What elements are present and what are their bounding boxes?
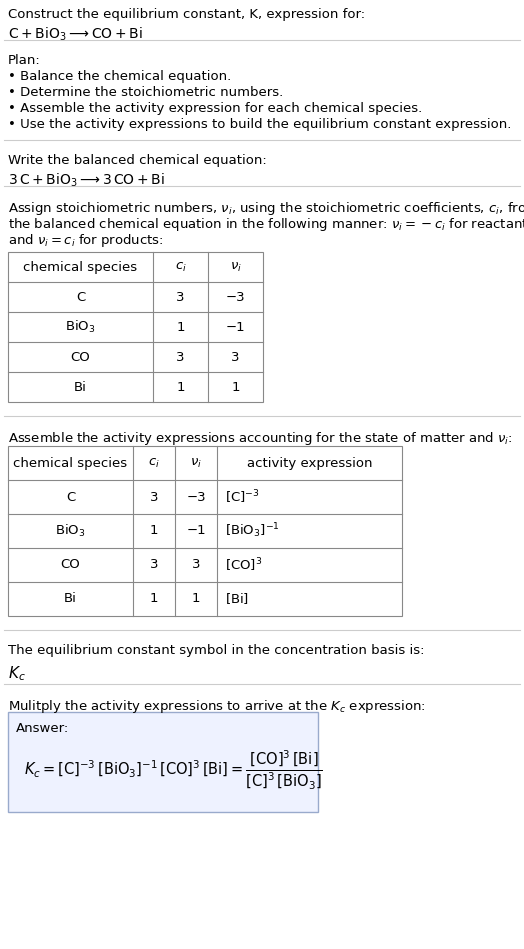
Text: activity expression: activity expression <box>247 456 372 470</box>
Text: Assign stoichiometric numbers, $\nu_i$, using the stoichiometric coefficients, $: Assign stoichiometric numbers, $\nu_i$, … <box>8 200 524 217</box>
Text: chemical species: chemical species <box>24 260 138 273</box>
Text: Bi: Bi <box>64 592 77 605</box>
Text: Write the balanced chemical equation:: Write the balanced chemical equation: <box>8 154 267 167</box>
Text: $[\mathrm{C}]^{-3}$: $[\mathrm{C}]^{-3}$ <box>225 488 259 506</box>
Text: chemical species: chemical species <box>14 456 127 470</box>
Text: $K_c = [\mathrm{C}]^{-3}\,[\mathrm{BiO_3}]^{-1}\,[\mathrm{CO}]^{3}\,[\mathrm{Bi}: $K_c = [\mathrm{C}]^{-3}\,[\mathrm{BiO_3… <box>24 749 323 791</box>
Text: 3: 3 <box>176 290 185 304</box>
Text: 1: 1 <box>231 381 240 394</box>
Text: and $\nu_i = c_i$ for products:: and $\nu_i = c_i$ for products: <box>8 232 163 249</box>
Text: −3: −3 <box>226 290 245 304</box>
Text: Assemble the activity expressions accounting for the state of matter and $\nu_i$: Assemble the activity expressions accoun… <box>8 430 512 447</box>
Text: Bi: Bi <box>74 381 87 394</box>
Text: $[\mathrm{CO}]^{3}$: $[\mathrm{CO}]^{3}$ <box>225 556 263 574</box>
Text: 1: 1 <box>192 592 200 605</box>
Text: $\mathrm{3\,C + BiO_3 \longrightarrow 3\,CO + Bi}$: $\mathrm{3\,C + BiO_3 \longrightarrow 3\… <box>8 172 165 190</box>
Text: −1: −1 <box>226 321 245 333</box>
Text: the balanced chemical equation in the following manner: $\nu_i = -c_i$ for react: the balanced chemical equation in the fo… <box>8 216 524 233</box>
Text: BiO$_3$: BiO$_3$ <box>66 319 96 335</box>
Text: CO: CO <box>61 559 80 571</box>
Text: CO: CO <box>71 350 90 363</box>
Text: −3: −3 <box>186 491 206 504</box>
Text: 3: 3 <box>231 350 240 363</box>
Text: • Assemble the activity expression for each chemical species.: • Assemble the activity expression for e… <box>8 102 422 115</box>
Text: 1: 1 <box>176 381 185 394</box>
Text: $[\mathrm{Bi}]$: $[\mathrm{Bi}]$ <box>225 591 249 606</box>
Text: The equilibrium constant symbol in the concentration basis is:: The equilibrium constant symbol in the c… <box>8 644 424 657</box>
Bar <box>8 712 318 812</box>
Text: $K_c$: $K_c$ <box>8 664 26 682</box>
Text: 3: 3 <box>150 491 158 504</box>
Text: 1: 1 <box>150 525 158 537</box>
Text: $c_i$: $c_i$ <box>174 260 187 273</box>
Text: $c_i$: $c_i$ <box>148 456 160 470</box>
Text: $[\mathrm{BiO_3}]^{-1}$: $[\mathrm{BiO_3}]^{-1}$ <box>225 522 280 540</box>
Text: C: C <box>76 290 85 304</box>
Text: 3: 3 <box>192 559 200 571</box>
Text: $\nu_i$: $\nu_i$ <box>190 456 202 470</box>
Text: Construct the equilibrium constant, K, expression for:: Construct the equilibrium constant, K, e… <box>8 8 365 21</box>
Text: 3: 3 <box>176 350 185 363</box>
Text: Answer:: Answer: <box>16 722 69 735</box>
Text: 1: 1 <box>176 321 185 333</box>
Text: BiO$_3$: BiO$_3$ <box>55 523 86 539</box>
Bar <box>8 252 263 402</box>
Text: $\nu_i$: $\nu_i$ <box>230 260 242 273</box>
Text: • Use the activity expressions to build the equilibrium constant expression.: • Use the activity expressions to build … <box>8 118 511 131</box>
Text: 1: 1 <box>150 592 158 605</box>
Text: • Balance the chemical equation.: • Balance the chemical equation. <box>8 70 231 83</box>
Text: $\mathrm{C + BiO_3 \longrightarrow CO + Bi}$: $\mathrm{C + BiO_3 \longrightarrow CO + … <box>8 26 143 44</box>
Bar <box>8 446 402 616</box>
Text: −1: −1 <box>186 525 206 537</box>
Text: Plan:: Plan: <box>8 54 41 67</box>
Text: C: C <box>66 491 75 504</box>
Text: 3: 3 <box>150 559 158 571</box>
Text: Mulitply the activity expressions to arrive at the $K_c$ expression:: Mulitply the activity expressions to arr… <box>8 698 426 715</box>
Text: • Determine the stoichiometric numbers.: • Determine the stoichiometric numbers. <box>8 86 283 99</box>
